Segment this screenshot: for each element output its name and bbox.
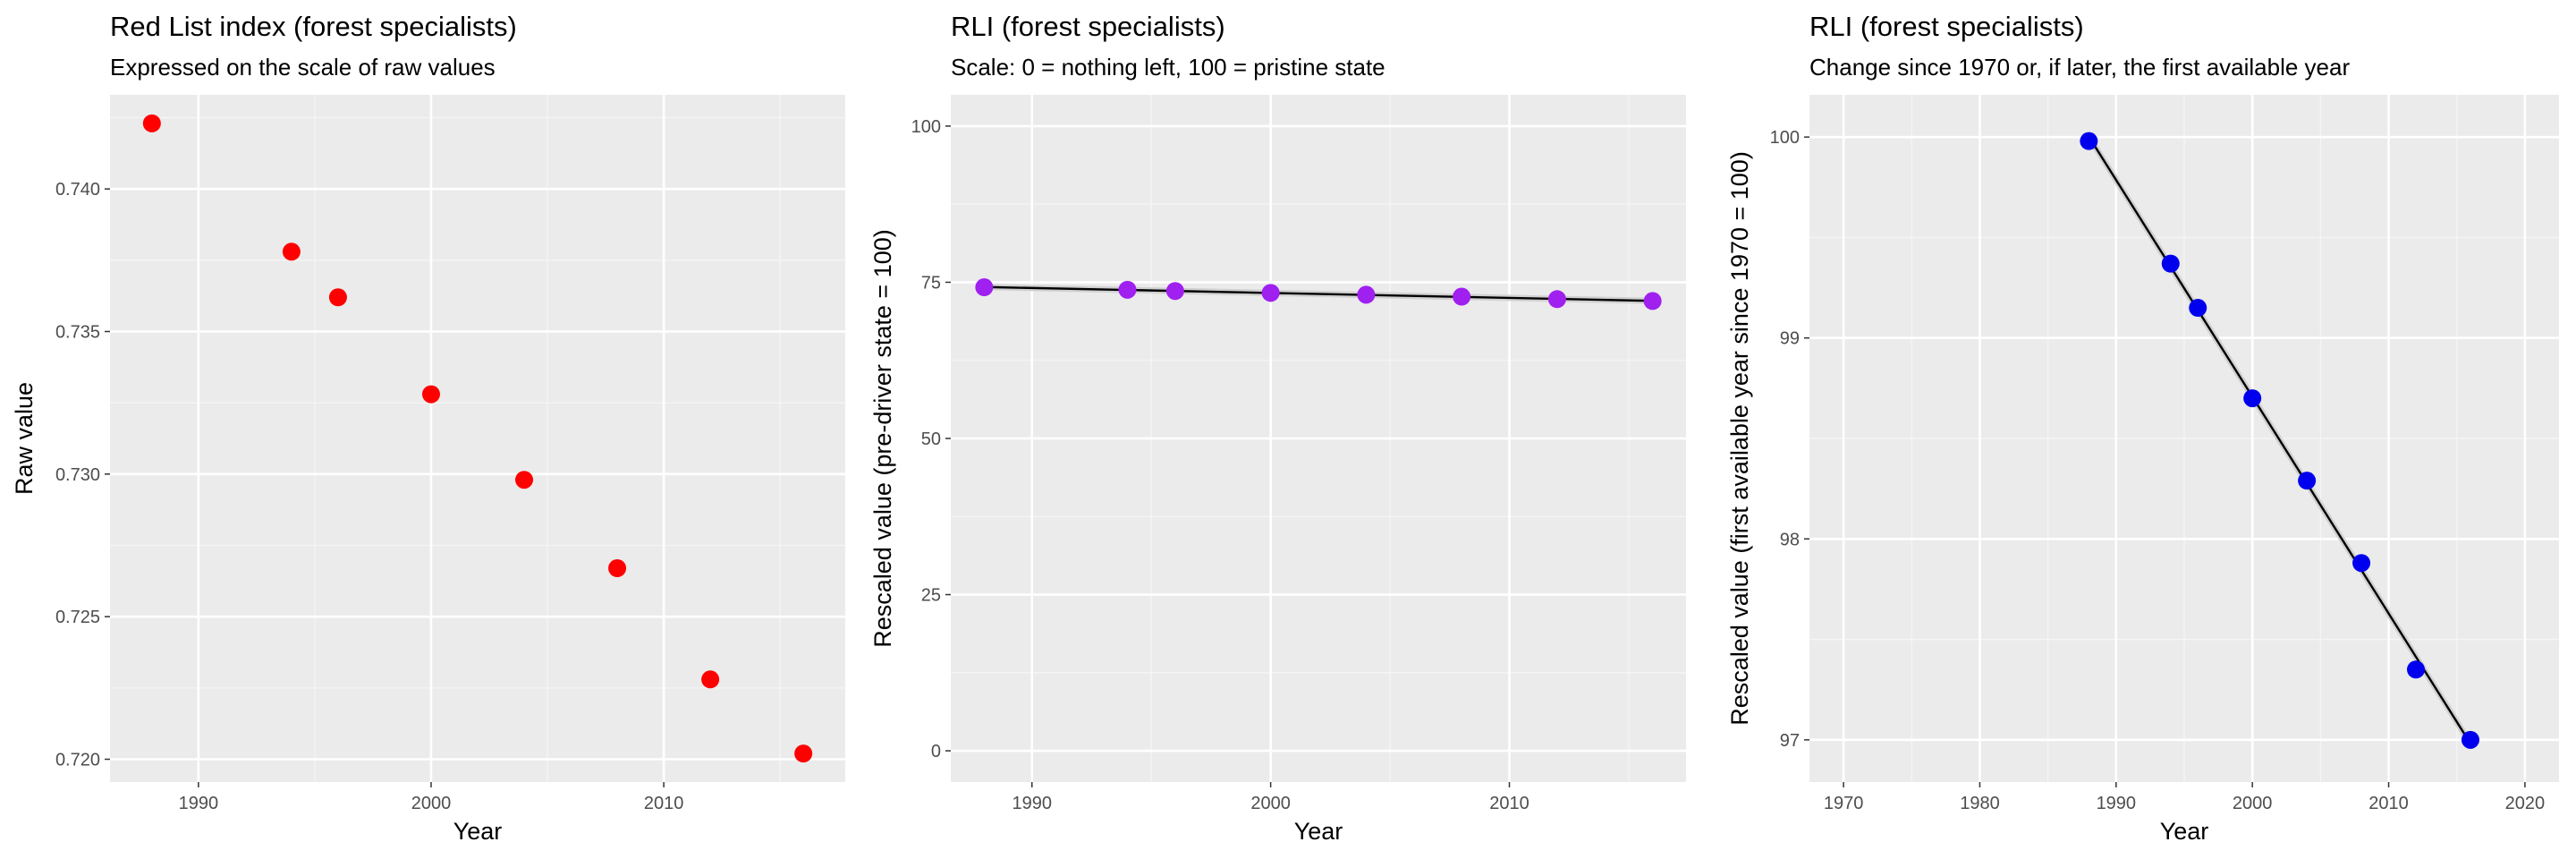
trend-line (2088, 136, 2471, 744)
chart-1-x-axis: 1990 2000 2010 (179, 782, 684, 813)
y-tick-label: 75 (921, 273, 941, 293)
y-tick-label: 0.730 (55, 465, 100, 485)
y-tick-label: 25 (921, 586, 941, 606)
chart-3-y-axis-title: Rescaled value (first available year sin… (1726, 151, 1753, 726)
data-point (2189, 299, 2207, 318)
y-tick-label: 50 (921, 430, 941, 449)
chart-1-y-axis-title: Raw value (11, 382, 38, 495)
y-tick-label: 0.725 (55, 608, 100, 627)
chart-2-points (975, 278, 1662, 310)
chart-1-plot-area (110, 95, 845, 782)
chart-panel-3: RLI (forest specialists) Change since 19… (1726, 11, 2559, 845)
data-point (1547, 290, 1566, 309)
x-tick-label: 2000 (411, 794, 452, 813)
data-point (2080, 132, 2098, 150)
chart-2-x-axis: 1990 2000 2010 (1012, 782, 1530, 813)
x-tick-label: 2000 (1250, 794, 1291, 813)
data-point (1357, 285, 1376, 304)
chart-2-x-axis-title: Year (1294, 818, 1343, 845)
x-tick-label: 1980 (1960, 794, 2000, 813)
x-tick-label: 2010 (2368, 794, 2409, 813)
x-tick-label: 2000 (2233, 794, 2273, 813)
data-point (2461, 730, 2479, 749)
x-tick-label: 2010 (1489, 794, 1530, 813)
chart-2-y-axis-title: Rescaled value (pre-driver state = 100) (869, 229, 896, 647)
y-tick-label: 0 (931, 742, 941, 761)
chart-3-y-axis: 97 98 99 100 (1770, 128, 1809, 751)
data-point (2243, 389, 2262, 408)
x-tick-label: 1990 (2097, 794, 2137, 813)
chart-1-x-axis-title: Year (453, 818, 503, 845)
x-tick-label: 2020 (2505, 794, 2546, 813)
chart-2-subtitle: Scale: 0 = nothing left, 100 = pristine … (951, 54, 1385, 81)
chart-1-subtitle: Expressed on the scale of raw values (110, 54, 496, 81)
data-point (608, 558, 627, 577)
x-tick-label: 1970 (1824, 794, 1864, 813)
data-point (1643, 292, 1662, 310)
data-point (2352, 554, 2371, 573)
chart-panel-1: Red List index (forest specialists) Expr… (11, 11, 845, 845)
data-point (328, 288, 347, 307)
data-point (1165, 282, 1184, 301)
data-point (1118, 280, 1137, 299)
y-tick-label: 100 (911, 117, 941, 137)
chart-1-y-axis: 0.720 0.725 0.730 0.735 0.740 (55, 180, 110, 770)
chart-3-trend (2085, 133, 2474, 747)
trend-line (984, 285, 1653, 302)
data-point (1453, 287, 1471, 306)
chart-1-gridlines (110, 95, 845, 782)
data-point (421, 385, 440, 404)
x-tick-label: 1990 (1012, 794, 1052, 813)
chart-3-title: RLI (forest specialists) (1809, 11, 2084, 42)
chart-3-subtitle: Change since 1970 or, if later, the firs… (1809, 54, 2350, 81)
data-point (701, 670, 720, 689)
chart-3-points (2080, 132, 2479, 749)
chart-3-x-axis-title: Year (2160, 818, 2209, 845)
chart-2-y-axis: 0 25 50 75 100 (911, 117, 951, 761)
data-point (1261, 284, 1280, 302)
x-tick-label: 1990 (179, 794, 219, 813)
data-point (2407, 660, 2426, 679)
chart-1-title: Red List index (forest specialists) (110, 11, 517, 42)
data-point (515, 471, 534, 489)
data-point (2298, 472, 2317, 490)
y-tick-label: 0.735 (55, 322, 100, 342)
data-point (142, 114, 161, 132)
y-tick-label: 99 (1780, 329, 1800, 349)
x-tick-label: 2010 (644, 794, 684, 813)
y-tick-label: 97 (1780, 731, 1800, 751)
y-tick-label: 98 (1780, 530, 1800, 549)
data-point (975, 278, 994, 297)
data-point (282, 242, 301, 261)
chart-2-title: RLI (forest specialists) (951, 11, 1225, 42)
chart-2-trend (980, 284, 1657, 304)
data-point (794, 744, 813, 763)
chart-3-gridlines (1809, 95, 2559, 782)
y-tick-label: 0.720 (55, 751, 100, 770)
data-point (2161, 254, 2180, 273)
chart-3-x-axis: 1970 1980 1990 2000 2010 2020 (1824, 782, 2545, 813)
y-tick-label: 100 (1770, 128, 1800, 148)
chart-2-gridlines (951, 95, 1686, 782)
y-tick-label: 0.740 (55, 180, 100, 200)
chart-1-points (142, 114, 813, 763)
chart-panel-2: RLI (forest specialists) Scale: 0 = noth… (869, 11, 1686, 845)
